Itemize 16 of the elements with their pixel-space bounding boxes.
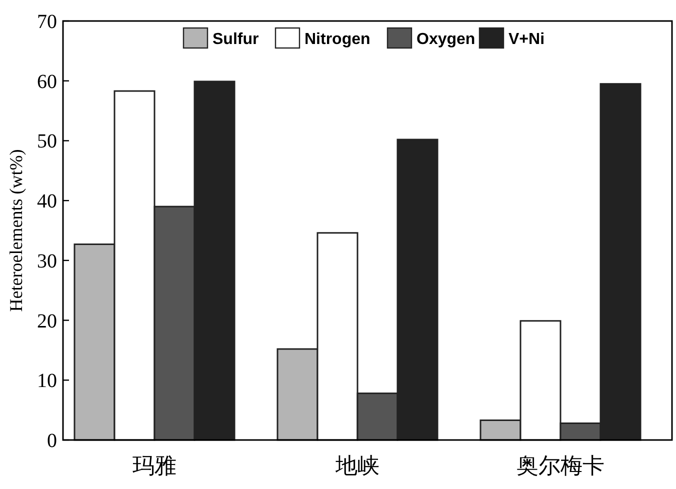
legend-label: V+Ni: [508, 31, 545, 48]
y-tick-label: 40: [37, 190, 57, 213]
y-tick-label: 20: [37, 310, 57, 332]
legend-label: Nitrogen: [304, 31, 370, 48]
y-tick-label: 50: [37, 130, 57, 153]
y-axis-title: Heteroelements (wt%): [6, 149, 26, 312]
legend-label: Sulfur: [212, 31, 259, 48]
legend-label: Oxygen: [416, 31, 476, 48]
y-tick-label: 10: [37, 370, 57, 392]
x-tick-label: 玛雅: [132, 453, 176, 478]
y-tick-label: 70: [37, 11, 57, 33]
y-tick-label: 0: [47, 430, 57, 452]
x-tick-label: 地峡: [334, 453, 380, 478]
x-tick-label: 奥尔梅卡: [516, 453, 604, 478]
y-tick-label: 60: [37, 70, 57, 93]
y-tick-label: 30: [37, 250, 57, 272]
